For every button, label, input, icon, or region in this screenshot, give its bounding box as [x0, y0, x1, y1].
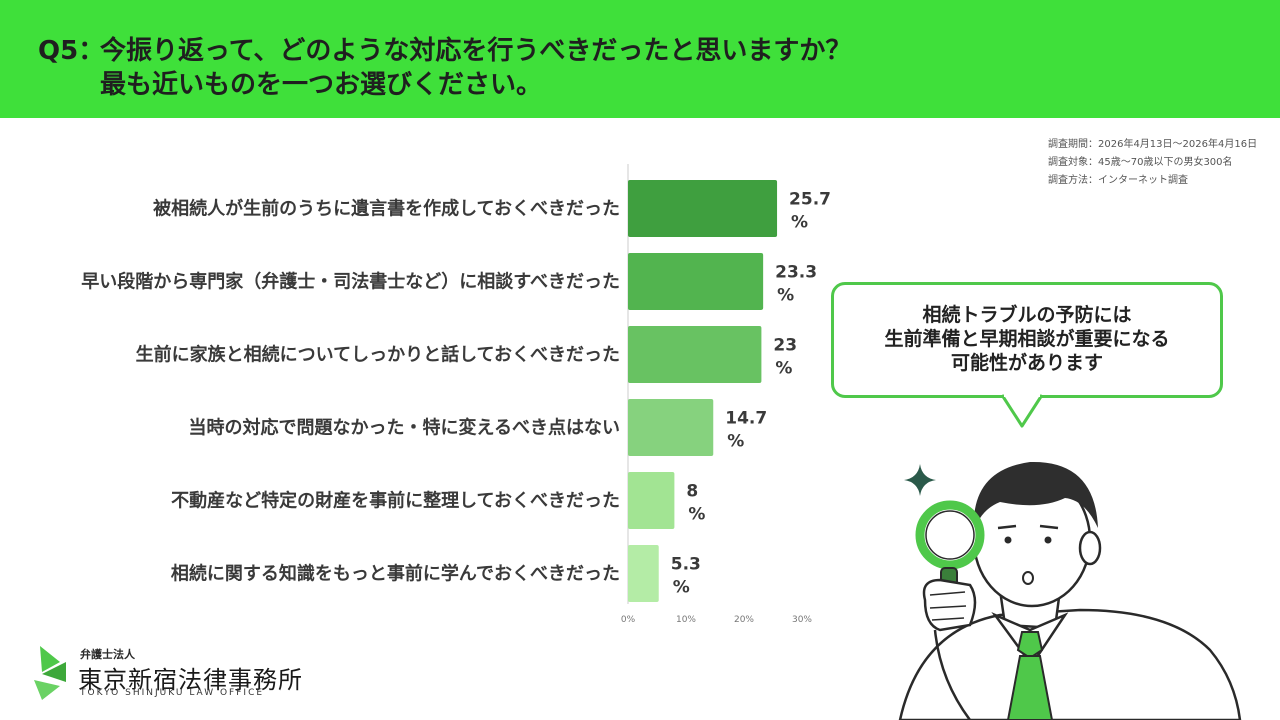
logo-english: TOKYO SHINJUKU LAW OFFICE: [80, 688, 265, 698]
chart-value-unit: %: [775, 359, 792, 379]
chart-category-label: 相続に関する知識をもっと事前に学んでおくべきだった: [171, 563, 620, 585]
question-number: Q5：: [38, 36, 105, 66]
speech-bubble-line2: 生前準備と早期相談が重要になる: [884, 328, 1170, 350]
survey-period: 調査期間：2026年4月13日〜2026年4月16日: [1048, 139, 1258, 150]
chart-bar: [628, 253, 764, 310]
chart-tick-label: 0%: [621, 615, 636, 625]
chart-value-label: 23: [773, 336, 797, 356]
logo-name: 東京新宿法律事務所: [78, 666, 303, 694]
chart-value-unit: %: [777, 286, 794, 306]
question-text-line2: 最も近いものを一つお選びください。: [100, 70, 543, 100]
logo-small-text: 弁護士法人: [80, 648, 135, 661]
chart-bar: [628, 545, 659, 602]
chart-value-label: 8: [686, 482, 698, 502]
chart-value-unit: %: [791, 213, 808, 233]
speech-bubble-text: 相続トラブルの予防には 生前準備と早期相談が重要になる 可能性があります: [834, 303, 1220, 375]
logo-mark: [34, 646, 66, 700]
header-banner: Q5： 今振り返って、どのような対応を行うべきだったと思いますか？ 最も近いもの…: [0, 0, 1280, 118]
chart-tick-label: 10%: [676, 615, 696, 625]
chart-value-label: 5.3: [671, 555, 701, 575]
chart-category-label: 当時の対応で問題なかった・特に変えるべき点はない: [189, 417, 620, 439]
speech-bubble-line3: 可能性があります: [950, 352, 1103, 374]
chart-value-unit: %: [673, 578, 690, 598]
chart-value-unit: %: [688, 505, 705, 525]
speech-bubble-line1: 相続トラブルの予防には: [922, 304, 1132, 326]
bar-chart: 被相続人が生前のうちに遺言書を作成しておくべきだった 25.7% 早い段階から専門家…: [81, 164, 830, 625]
chart-bar: [628, 326, 762, 383]
speech-bubble: 相続トラブルの予防には 生前準備と早期相談が重要になる 可能性があります: [831, 282, 1223, 398]
chart-category-label: 被相続人が生前のうちに遺言書を作成しておくべきだった: [153, 198, 620, 220]
chart-value-label: 14.7: [725, 409, 767, 429]
chart-bar: [628, 399, 714, 456]
chart-tick-label: 20%: [734, 615, 754, 625]
magnifier-person-illustration: [898, 461, 1242, 720]
chart-value-label: 25.7: [789, 190, 830, 210]
chart-category-label: 早い段階から専門家（弁護士・司法書士など）に相談すべきだった: [81, 271, 620, 293]
chart-bar: [628, 472, 675, 529]
chart-category-label: 生前に家族と相続についてしっかりと話しておくべきだった: [136, 344, 620, 366]
survey-method: 調査方法：インターネット調査: [1048, 175, 1188, 186]
survey-info: 調査期間：2026年4月13日〜2026年4月16日 調査対象：45歳〜70歳以…: [1048, 136, 1257, 190]
chart-tick-label: 30%: [792, 615, 812, 625]
chart-value-unit: %: [727, 432, 744, 452]
question-text-line1: 今振り返って、どのような対応を行うべきだったと思いますか？: [100, 36, 852, 66]
chart-bar: [628, 180, 778, 237]
speech-bubble-tail: [1000, 394, 1044, 428]
chart-value-label: 23.3: [775, 263, 817, 283]
sparkle-icon: [904, 464, 936, 496]
chart-category-label: 不動産など特定の財産を事前に整理しておくべきだった: [171, 490, 620, 512]
survey-target: 調査対象：45歳〜70歳以下の男女300名: [1048, 157, 1233, 168]
